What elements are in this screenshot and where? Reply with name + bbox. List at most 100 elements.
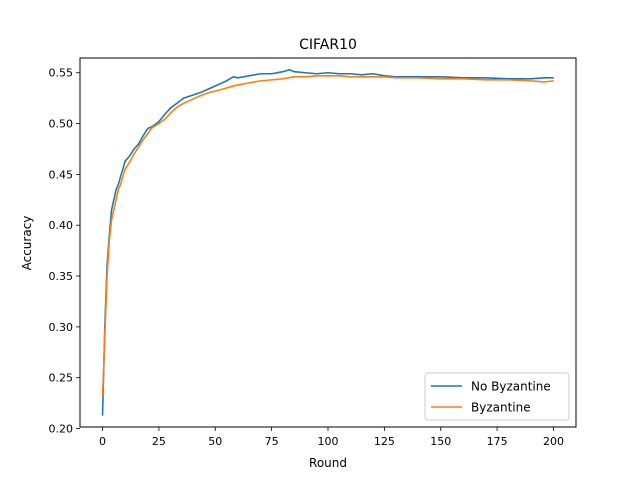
data-point-no-byzantine [142, 135, 144, 137]
legend-label-byzantine: Byzantine [471, 401, 531, 415]
data-point-no-byzantine [289, 69, 291, 71]
data-point-byzantine [395, 77, 397, 79]
data-point-byzantine [383, 76, 385, 78]
data-point-no-byzantine [201, 91, 203, 93]
data-point-byzantine [101, 395, 104, 397]
data-point-byzantine [147, 133, 149, 135]
y-tick-label: 0.55 [49, 67, 74, 80]
data-point-no-byzantine [219, 83, 221, 85]
x-tick-label: 200 [543, 435, 564, 448]
x-tick-label: 150 [430, 435, 451, 448]
series-layer [101, 68, 555, 416]
data-point-byzantine [338, 75, 340, 77]
data-point-byzantine [133, 153, 135, 155]
y-tick-label: 0.35 [49, 270, 74, 283]
data-point-byzantine [271, 79, 273, 81]
data-point-byzantine [552, 80, 555, 82]
data-point-no-byzantine [259, 73, 261, 75]
data-point-no-byzantine [530, 78, 532, 80]
data-point-byzantine [124, 168, 126, 170]
data-point-no-byzantine [316, 73, 318, 75]
legend-box [424, 372, 570, 421]
data-point-byzantine [138, 146, 140, 148]
plot-area [101, 68, 555, 416]
data-point-byzantine [316, 75, 318, 77]
data-point-no-byzantine [129, 155, 131, 157]
x-tick-label: 25 [152, 435, 166, 448]
data-point-no-byzantine [183, 97, 185, 99]
data-point-byzantine [158, 122, 160, 125]
data-point-no-byzantine [372, 73, 374, 75]
x-tick-label: 0 [99, 435, 106, 448]
data-point-byzantine [115, 199, 117, 201]
data-point-no-byzantine [361, 74, 363, 76]
x-tick-label: 100 [318, 435, 339, 448]
data-point-byzantine [259, 80, 261, 82]
data-point-byzantine [183, 102, 185, 104]
data-point-byzantine [327, 75, 329, 77]
data-point-no-byzantine [192, 94, 194, 96]
data-point-no-byzantine [147, 128, 149, 130]
legend-label-no-byzantine: No Byzantine [471, 380, 551, 394]
data-point-no-byzantine [138, 143, 140, 145]
data-point-no-byzantine [440, 76, 442, 78]
data-point-no-byzantine [327, 72, 329, 74]
x-tick-label: 175 [487, 435, 508, 448]
x-axis-label: Round [309, 456, 347, 470]
data-point-no-byzantine [248, 75, 250, 77]
data-point-no-byzantine [124, 160, 126, 162]
data-point-byzantine [304, 76, 307, 78]
data-point-no-byzantine [293, 71, 295, 73]
data-point-byzantine [201, 94, 203, 96]
data-point-byzantine [165, 117, 167, 120]
data-point-no-byzantine [117, 183, 119, 186]
data-point-byzantine [248, 82, 250, 84]
data-point-byzantine [462, 78, 464, 80]
data-point-no-byzantine [304, 72, 307, 74]
data-point-byzantine [543, 81, 546, 83]
data-point-no-byzantine [133, 148, 135, 150]
x-axis-ticks: 0 25 50 75 100 125 150 175 200 [99, 427, 564, 448]
data-point-byzantine [293, 76, 295, 78]
data-point-byzantine [108, 239, 110, 242]
data-point-no-byzantine [119, 175, 122, 178]
data-point-byzantine [110, 219, 113, 221]
x-tick-label: 50 [208, 435, 222, 448]
data-point-byzantine [232, 85, 234, 87]
legend: No Byzantine Byzantine [424, 372, 570, 421]
data-point-no-byzantine [349, 73, 352, 75]
data-point-byzantine [142, 139, 144, 141]
chart-title: CIFAR10 [299, 37, 357, 53]
data-point-byzantine [117, 189, 119, 191]
data-point-no-byzantine [165, 112, 167, 115]
data-point-no-byzantine [485, 77, 487, 79]
data-point-byzantine [361, 76, 363, 78]
data-point-byzantine [176, 106, 178, 108]
data-point-no-byzantine [122, 168, 124, 170]
data-point-no-byzantine [552, 77, 555, 79]
x-tick-label: 125 [374, 435, 395, 448]
data-point-no-byzantine [101, 414, 104, 416]
data-point-no-byzantine [237, 77, 239, 79]
data-point-no-byzantine [225, 80, 228, 82]
y-tick-label: 0.45 [49, 168, 74, 181]
data-point-byzantine [507, 79, 509, 81]
data-point-byzantine [225, 87, 228, 89]
data-point-no-byzantine [282, 71, 284, 73]
data-point-byzantine [440, 78, 442, 80]
data-point-byzantine [119, 183, 122, 186]
data-point-byzantine [122, 175, 124, 178]
data-point-no-byzantine [158, 120, 160, 123]
data-point-no-byzantine [110, 209, 113, 211]
y-tick-label: 0.20 [49, 423, 74, 436]
data-point-byzantine [372, 76, 374, 78]
data-point-no-byzantine [543, 77, 546, 79]
data-point-byzantine [530, 80, 532, 82]
data-point-no-byzantine [271, 73, 273, 75]
y-tick-label: 0.25 [49, 372, 74, 385]
y-axis-ticks: 0.20 0.25 0.30 0.35 0.40 0.45 0.50 0.55 [49, 67, 80, 436]
data-point-byzantine [219, 89, 221, 91]
data-point-byzantine [169, 112, 171, 115]
data-point-byzantine [106, 275, 108, 277]
